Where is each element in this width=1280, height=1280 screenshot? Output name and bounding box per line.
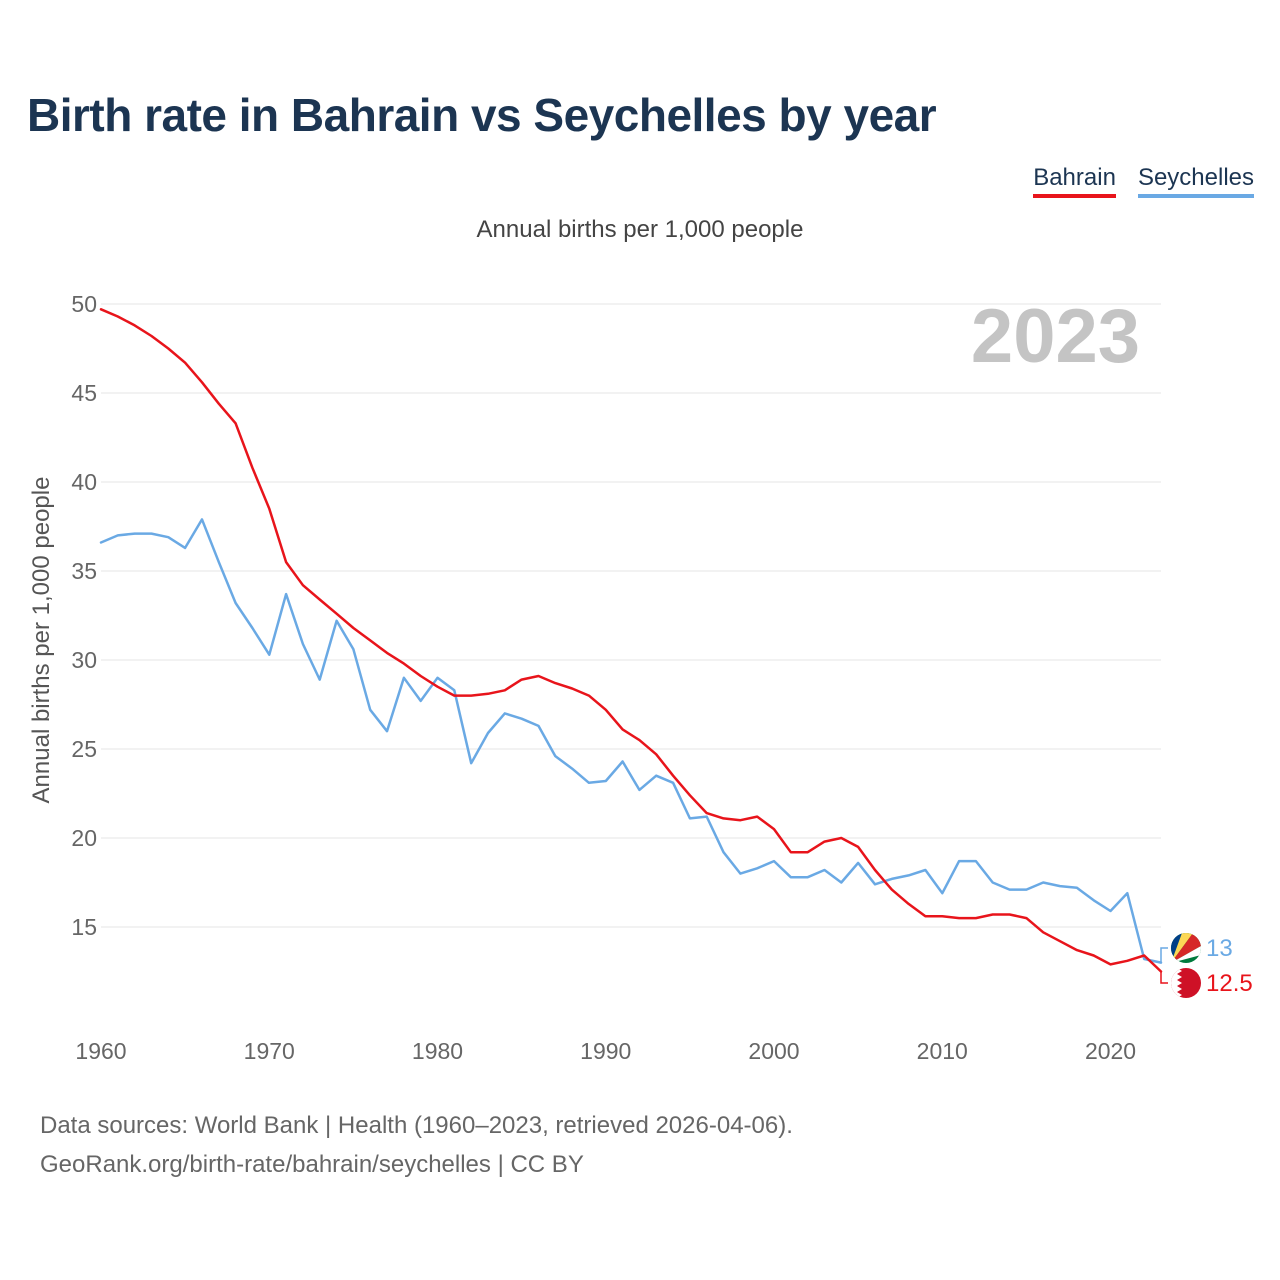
- chart-subtitle: Annual births per 1,000 people: [476, 216, 804, 243]
- x-tick-label: 2020: [1085, 1038, 1136, 1064]
- series-line-seychelles[interactable]: [99, 518, 1163, 964]
- source-link[interactable]: GeoRank.org/birth-rate/bahrain/seychelle…: [40, 1151, 584, 1178]
- x-tick-label: 1960: [75, 1038, 126, 1064]
- x-axis-ticks: 1960 1970 1980 1990 2000 2010 2020: [75, 1038, 1136, 1064]
- series-lines: [99, 308, 1163, 973]
- seychelles-end-connector: [1160, 947, 1168, 963]
- y-tick-label: 30: [71, 647, 97, 673]
- gridlines: [101, 303, 1161, 928]
- x-tick-label: 1990: [580, 1038, 631, 1064]
- bahrain-end-connector: [1160, 971, 1168, 984]
- y-tick-label: 40: [71, 469, 97, 495]
- y-tick-label: 50: [71, 291, 97, 317]
- legend-item-bahrain[interactable]: Bahrain: [1033, 164, 1116, 198]
- seychelles-end-value: 13: [1206, 935, 1233, 962]
- y-tick-label: 45: [71, 380, 97, 406]
- x-tick-label: 1970: [244, 1038, 295, 1064]
- legend-item-seychelles[interactable]: Seychelles: [1137, 164, 1254, 198]
- y-tick-label: 25: [71, 736, 97, 762]
- bahrain-flag-icon: [1171, 968, 1201, 998]
- y-tick-label: 35: [71, 558, 97, 584]
- current-year-label: 2023: [971, 294, 1140, 379]
- footer: Data sources: World Bank | Health (1960–…: [40, 1106, 793, 1184]
- series-line-bahrain[interactable]: [99, 308, 1163, 973]
- x-tick-label: 1980: [412, 1038, 463, 1064]
- y-axis-ticks: 15 20 25 30 35 40 45 50: [71, 291, 97, 940]
- bahrain-end-value: 12.5: [1206, 970, 1253, 997]
- x-tick-label: 2010: [917, 1038, 968, 1064]
- x-tick-label: 2000: [748, 1038, 799, 1064]
- y-tick-label: 15: [71, 914, 97, 940]
- end-labels: 12.5 13: [1160, 935, 1253, 997]
- seychelles-flag-icon: [1171, 933, 1201, 963]
- y-tick-label: 20: [71, 825, 97, 851]
- legend: Bahrain Seychelles: [1033, 164, 1254, 198]
- data-source-text: Data sources: World Bank | Health (1960–…: [40, 1112, 793, 1139]
- chart-title: Birth rate in Bahrain vs Seychelles by y…: [27, 89, 937, 141]
